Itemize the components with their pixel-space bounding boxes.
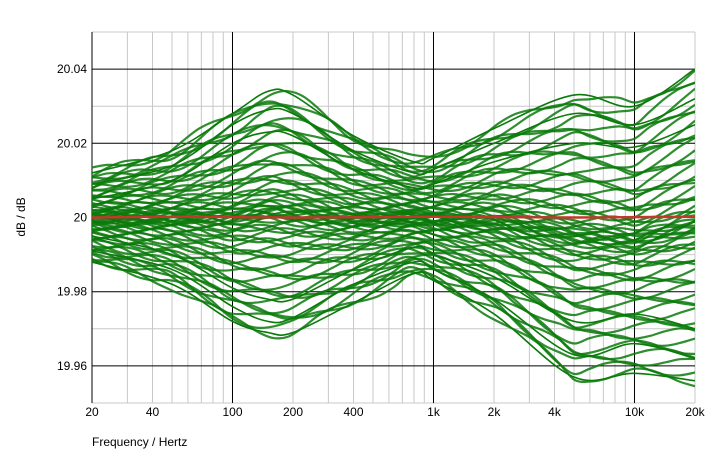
band-curve [92, 260, 695, 388]
band-curve [92, 69, 695, 169]
x-tick-label: 1k [427, 405, 441, 419]
x-tick-label: 10k [625, 405, 645, 419]
band-curve [92, 174, 695, 212]
sample-curve [92, 98, 695, 185]
sample-curve [92, 250, 695, 360]
band-curve [92, 134, 695, 190]
sample-curve [92, 123, 695, 200]
band-curve [92, 251, 695, 340]
band-curve [92, 249, 695, 356]
x-tick-label: 400 [343, 405, 363, 419]
band-curve [92, 207, 695, 241]
sample-curve [92, 235, 695, 330]
response-band [92, 69, 695, 388]
band-curve [92, 227, 695, 290]
band-curve [92, 245, 695, 347]
x-axis-title: Frequency / Hertz [92, 435, 187, 449]
band-curve [92, 200, 695, 231]
band-curve [92, 81, 695, 178]
x-tick-label: 2k [488, 405, 502, 419]
y-axis-title: dB / dB [14, 197, 28, 236]
band-curve [92, 219, 695, 266]
x-tick-label: 20k [685, 405, 705, 419]
band-curve [92, 177, 695, 209]
x-tick-label: 4k [548, 405, 562, 419]
mean-curve-line [92, 215, 695, 219]
band-curve [92, 257, 695, 361]
band-curve [92, 223, 695, 277]
plot-area [92, 68, 695, 388]
sample-curves [92, 68, 695, 382]
y-tick-label: 20.04 [57, 62, 87, 76]
x-tick-label: 40 [146, 405, 160, 419]
x-tick-label: 100 [222, 405, 242, 419]
y-tick-label: 19.96 [57, 359, 87, 373]
x-tick-labels: 20 40 100 200 400 1k 2k 4k 10k 20k [85, 405, 705, 419]
band-curve [92, 217, 695, 261]
band-curve [92, 214, 695, 254]
y-tick-label: 19.98 [57, 285, 87, 299]
band-curve [92, 160, 695, 200]
band-curve [92, 231, 695, 295]
y-tick-label: 20 [74, 211, 88, 225]
y-tick-label: 20.02 [57, 136, 87, 150]
envelope-upper-curve [92, 68, 695, 174]
x-tick-label: 20 [85, 405, 99, 419]
band-curve [92, 238, 695, 329]
band-curve [92, 245, 695, 335]
band-curve [92, 110, 695, 192]
envelope-lower-curve [92, 261, 695, 382]
mean-curve [92, 215, 695, 219]
x-tick-label: 200 [283, 405, 303, 419]
y-tick-labels: 20.04 20.02 20 19.98 19.96 [57, 62, 87, 373]
band-curve [92, 111, 695, 190]
band-curve [92, 136, 695, 199]
